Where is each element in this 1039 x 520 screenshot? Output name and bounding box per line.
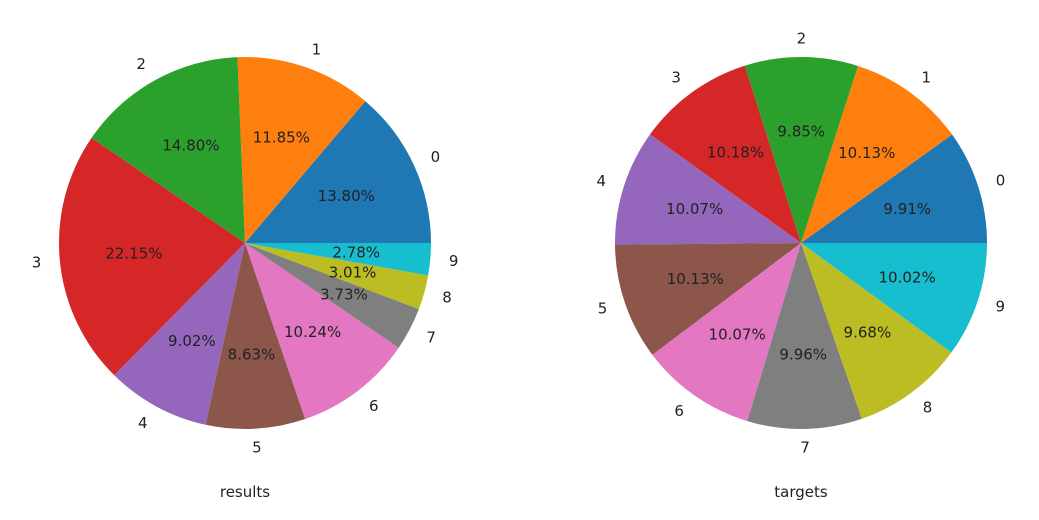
results-category-label-3: 3 [32, 254, 42, 272]
results-percent-label-1: 11.85% [253, 128, 310, 146]
results-pie-chart: 0 13.80% 1 11.85% 2 14.80% 3 22.15% 4 9.02% 5 8.63%… [32, 41, 459, 457]
targets-slice-6 [652, 243, 801, 422]
targets-category-label-6: 6 [674, 402, 684, 420]
results-category-label-8: 8 [442, 288, 452, 306]
results-category-label-6: 6 [369, 397, 379, 415]
targets-percent-label-5: 10.13% [667, 270, 724, 288]
results-slice-1 [237, 57, 366, 243]
results-percent-label-7: 3.73% [320, 286, 368, 304]
results-category-label-2: 2 [136, 55, 146, 73]
results-slice-8 [245, 243, 429, 310]
targets-slice-2 [744, 56, 859, 243]
targets-category-label-8: 8 [923, 398, 933, 416]
targets-slice-8 [801, 243, 952, 419]
targets-category-label-9: 9 [996, 297, 1006, 315]
results-category-label-1: 1 [312, 41, 322, 59]
targets-slice-3 [650, 65, 801, 243]
results-slice-4 [114, 243, 245, 425]
targets-percent-label-4: 10.07% [666, 200, 723, 218]
results-percent-label-5: 8.63% [228, 345, 276, 363]
targets-slice-1 [801, 65, 953, 243]
targets-percent-label-2: 9.85% [777, 122, 825, 140]
results-slice-9 [245, 243, 431, 276]
results-percent-label-2: 14.80% [162, 136, 219, 154]
targets-slice-9 [801, 243, 987, 353]
targets-slice-4 [615, 134, 801, 245]
targets-percent-label-0: 9.91% [883, 200, 931, 218]
results-percent-label-0: 13.80% [318, 187, 375, 205]
results-slice-3 [58, 137, 245, 376]
targets-percent-label-7: 9.96% [779, 346, 827, 364]
results-percent-label-9: 2.78% [332, 244, 380, 262]
targets-pie-chart: 0 9.91% 1 10.13% 2 9.85% 3 10.18% 4 10.07% 5 10.13%… [596, 29, 1005, 456]
targets-percent-label-6: 10.07% [709, 326, 766, 344]
targets-category-label-0: 0 [996, 171, 1006, 189]
results-category-label-7: 7 [426, 329, 436, 347]
results-percent-label-3: 22.15% [105, 245, 162, 263]
targets-slice-0 [801, 134, 987, 243]
targets-category-label-3: 3 [671, 68, 681, 86]
results-slice-2 [91, 57, 245, 244]
results-slice-7 [245, 243, 419, 348]
targets-percent-label-9: 10.02% [879, 269, 936, 287]
results-category-label-4: 4 [138, 414, 148, 432]
results-slice-5 [205, 243, 306, 429]
results-x-axis-label: results [220, 483, 270, 501]
results-percent-label-6: 10.24% [284, 323, 341, 341]
targets-percent-label-8: 9.68% [844, 324, 892, 342]
results-slice-6 [245, 243, 399, 420]
targets-category-label-4: 4 [596, 172, 606, 190]
targets-percent-label-3: 10.18% [707, 144, 764, 162]
results-percent-label-4: 9.02% [168, 332, 216, 350]
results-slice-0 [245, 101, 431, 243]
targets-category-label-1: 1 [922, 69, 932, 87]
targets-slice-5 [615, 243, 801, 355]
targets-percent-label-1: 10.13% [838, 144, 895, 162]
targets-category-label-2: 2 [797, 29, 807, 47]
results-category-label-9: 9 [449, 252, 459, 270]
results-category-label-0: 0 [431, 148, 441, 166]
results-category-label-5: 5 [252, 438, 262, 456]
targets-x-axis-label: targets [774, 483, 828, 501]
results-percent-label-8: 3.01% [329, 264, 377, 282]
targets-category-label-7: 7 [800, 439, 810, 457]
targets-slice-7 [747, 243, 862, 429]
targets-category-label-5: 5 [598, 300, 608, 318]
